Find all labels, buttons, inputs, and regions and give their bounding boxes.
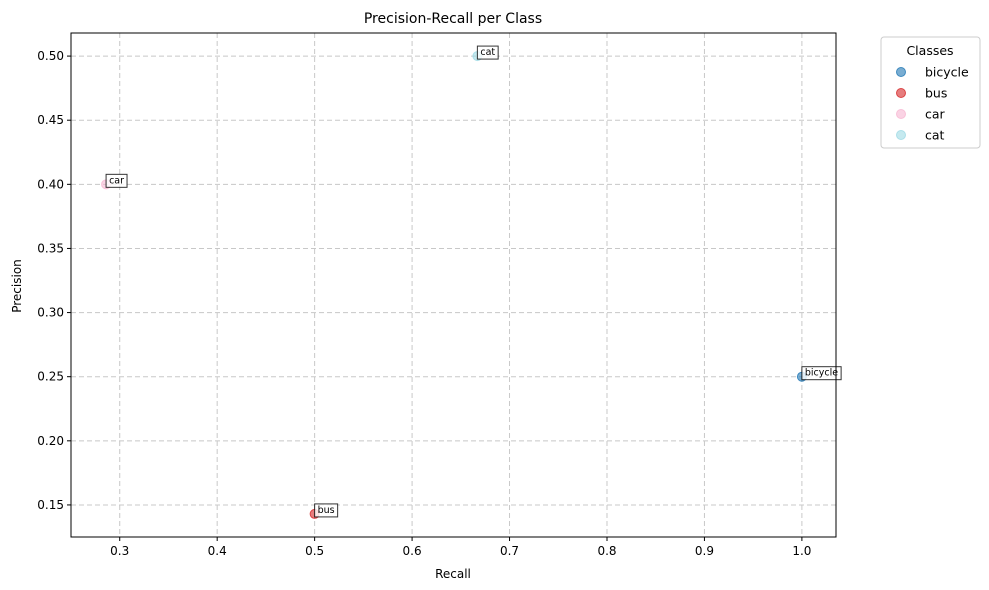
x-tick-label: 0.5: [305, 544, 324, 558]
x-tick-label: 0.8: [597, 544, 616, 558]
x-tick-label: 0.4: [208, 544, 227, 558]
ticks: 0.3 0.4 0.5 0.6 0.7 0.8 0.9 1.0 0.15 0.20 0.25 0.30…: [37, 49, 811, 558]
annotation-label: car: [109, 175, 124, 186]
y-tick-label: 0.25: [37, 370, 64, 384]
data-points: [101, 51, 807, 519]
legend-marker-car: [896, 109, 906, 119]
annotation-label: bicycle: [805, 368, 838, 379]
legend-title: Classes: [906, 43, 953, 58]
y-tick-label: 0.20: [37, 434, 64, 448]
annotation-car: car: [105, 173, 128, 188]
legend-label-bus: bus: [925, 86, 947, 101]
annotation-box: [105, 173, 128, 188]
y-tick-label: 0.35: [37, 241, 64, 255]
legend-marker-bus: [896, 88, 906, 98]
x-axis-label: Recall: [435, 567, 471, 581]
annotations: bicycle bus car cat: [105, 45, 842, 518]
legend-label-bicycle: bicycle: [925, 65, 969, 80]
annotation-label: bus: [318, 505, 335, 516]
annotation-label: cat: [480, 47, 495, 58]
x-tick-label: 0.3: [110, 544, 129, 558]
y-tick-label: 0.30: [37, 306, 64, 320]
y-tick-label: 0.15: [37, 498, 64, 512]
chart-title: Precision-Recall per Class: [364, 11, 542, 27]
annotation-bus: bus: [314, 503, 339, 518]
plot-frame: [70, 32, 837, 538]
legend-label-car: car: [925, 107, 946, 122]
legend-label-cat: cat: [925, 128, 945, 143]
annotation-box: [801, 366, 842, 381]
y-tick-label: 0.40: [37, 177, 64, 191]
legend-box: [880, 36, 981, 149]
x-tick-label: 0.6: [403, 544, 422, 558]
annotation-box: [314, 503, 339, 518]
y-axis-label: Precision: [10, 259, 24, 313]
x-tick-label: 0.9: [695, 544, 714, 558]
y-tick-label: 0.45: [37, 113, 64, 127]
x-tick-label: 1.0: [792, 544, 811, 558]
x-tick-label: 0.7: [500, 544, 519, 558]
grid: [71, 33, 836, 537]
legend: Classes bicycle bus car cat: [880, 36, 981, 149]
annotation-bicycle: bicycle: [801, 366, 842, 381]
legend-marker-cat: [896, 130, 906, 140]
annotation-box: [476, 45, 499, 60]
y-tick-label: 0.50: [37, 49, 64, 63]
legend-marker-bicycle: [896, 67, 906, 77]
annotation-cat: cat: [476, 45, 499, 60]
